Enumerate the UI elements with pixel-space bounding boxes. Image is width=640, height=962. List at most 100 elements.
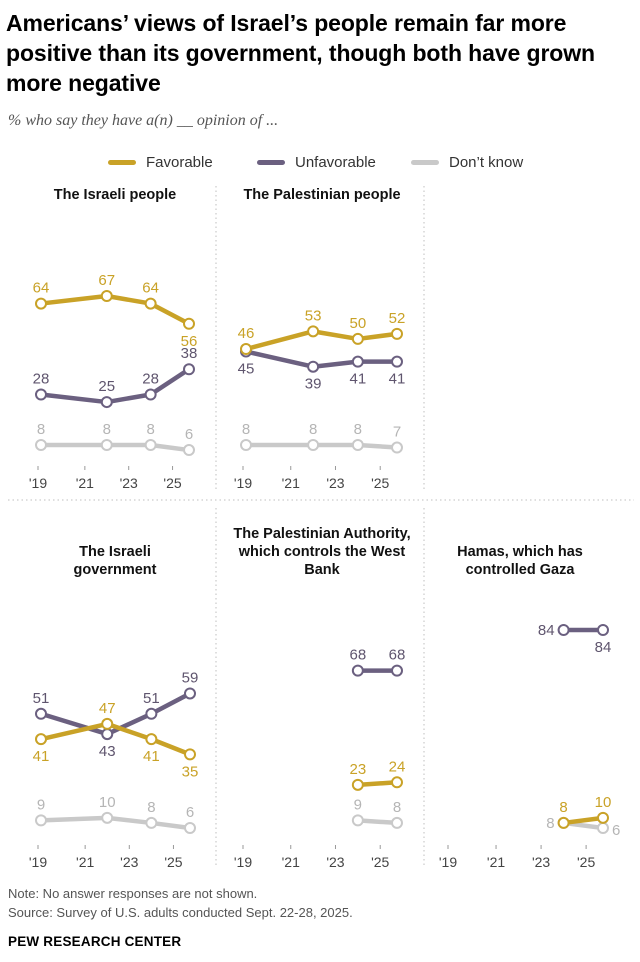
data-point-don-t-know bbox=[351, 439, 364, 451]
data-point-unfavorable bbox=[557, 624, 570, 636]
legend-label-unfavorable: Unfavorable bbox=[295, 153, 376, 171]
data-label-favorable: 24 bbox=[389, 758, 406, 775]
x-tick-label: '23 bbox=[120, 854, 138, 870]
data-label-favorable: 52 bbox=[389, 310, 406, 327]
data-point-don-t-know bbox=[240, 439, 252, 451]
data-point-unfavorable bbox=[391, 664, 403, 677]
series-line-don-t-know bbox=[243, 442, 400, 450]
x-tick-label: '25 bbox=[371, 854, 389, 870]
panel-the-israeli-government: '19 '21 '23 '25 9 10 8 6 51 43 51 59 41 47 41 35 bbox=[29, 669, 198, 870]
data-point-favorable bbox=[391, 327, 403, 340]
x-tick-label: '21 bbox=[487, 854, 505, 870]
data-label-don-t-know: 9 bbox=[354, 796, 362, 813]
x-tick-label: '19 bbox=[234, 854, 252, 870]
data-point-favorable bbox=[184, 748, 196, 761]
data-point-don-t-know bbox=[100, 439, 113, 451]
x-tick-label: '25 bbox=[577, 854, 595, 870]
data-label-unfavorable: 68 bbox=[350, 647, 367, 664]
data-point-unfavorable bbox=[101, 728, 114, 741]
panel-title-palestinian-people: The Palestinian people bbox=[243, 187, 401, 203]
data-label-don-t-know: 8 bbox=[147, 799, 155, 816]
x-tick-label: '23 bbox=[120, 475, 138, 491]
data-point-don-t-know bbox=[145, 816, 158, 829]
data-point-favorable bbox=[307, 325, 320, 338]
data-label-unfavorable: 51 bbox=[33, 690, 50, 707]
legend-swatch-unfavorable bbox=[257, 159, 285, 165]
data-point-favorable bbox=[35, 297, 47, 310]
data-point-favorable bbox=[351, 778, 364, 791]
legend: Favorable Unfavorable Don’t know bbox=[0, 150, 640, 174]
data-label-unfavorable: 39 bbox=[305, 376, 322, 393]
data-point-unfavorable bbox=[351, 355, 364, 368]
data-point-favorable bbox=[100, 290, 113, 302]
data-label-unfavorable: 38 bbox=[181, 345, 198, 362]
data-label-don-t-know: 8 bbox=[309, 421, 317, 438]
data-label-favorable: 35 bbox=[182, 763, 199, 780]
data-label-favorable: 10 bbox=[595, 794, 612, 811]
data-label-unfavorable: 25 bbox=[98, 378, 115, 395]
data-point-unfavorable bbox=[351, 664, 364, 677]
chart-title: Americans’ views of Israel’s people rema… bbox=[6, 10, 595, 96]
data-point-unfavorable bbox=[183, 363, 195, 376]
panel-dividers bbox=[8, 186, 634, 868]
data-point-don-t-know bbox=[35, 814, 47, 827]
x-tick-label: '23 bbox=[326, 854, 344, 870]
data-label-unfavorable: 84 bbox=[538, 622, 555, 639]
data-point-favorable bbox=[240, 343, 252, 356]
data-label-don-t-know: 8 bbox=[146, 421, 154, 438]
series-line-don-t-know bbox=[355, 818, 400, 826]
series-don-t-know: 8 8 8 7 bbox=[240, 421, 403, 454]
x-tick-label: '25 bbox=[371, 475, 389, 491]
series-line-unfavorable bbox=[243, 349, 400, 369]
series-unfavorable: 45 39 41 41 bbox=[238, 345, 405, 393]
data-label-don-t-know: 8 bbox=[546, 815, 554, 832]
series-favorable: 46 53 50 52 bbox=[238, 307, 406, 356]
data-label-unfavorable: 43 bbox=[99, 743, 116, 760]
data-label-favorable: 53 bbox=[305, 307, 322, 324]
data-label-favorable: 47 bbox=[99, 700, 116, 717]
data-point-don-t-know bbox=[183, 444, 195, 457]
legend-item-favorable: Favorable bbox=[108, 150, 213, 174]
data-label-don-t-know: 6 bbox=[185, 426, 193, 443]
data-point-favorable bbox=[101, 717, 114, 730]
chart-subtitle: % who say they have a(n) __ opinion of .… bbox=[8, 112, 279, 129]
x-tick-label: '23 bbox=[532, 854, 550, 870]
data-point-favorable bbox=[144, 297, 157, 310]
x-tick-label: '21 bbox=[76, 854, 94, 870]
data-label-favorable: 64 bbox=[142, 280, 159, 297]
data-point-unfavorable bbox=[391, 355, 403, 368]
data-label-favorable: 41 bbox=[33, 748, 50, 765]
series-unfavorable: 28 25 28 38 bbox=[33, 345, 198, 409]
series-unfavorable: 84 84 bbox=[538, 622, 611, 656]
data-point-don-t-know bbox=[184, 822, 196, 834]
data-label-don-t-know: 6 bbox=[186, 804, 194, 821]
data-point-don-t-know bbox=[101, 811, 114, 824]
panel-the-palestinian-people: '19 '21 '23 '25 8 8 8 7 45 39 41 41 46 53 50 52 bbox=[234, 307, 405, 491]
data-point-favorable bbox=[597, 811, 609, 824]
data-label-unfavorable: 59 bbox=[182, 669, 199, 686]
data-label-don-t-know: 8 bbox=[354, 421, 362, 438]
series-line-favorable bbox=[355, 780, 400, 788]
series-line-unfavorable bbox=[38, 691, 193, 737]
data-label-don-t-know: 8 bbox=[103, 421, 111, 438]
data-point-favorable bbox=[557, 816, 570, 829]
series-line-favorable bbox=[38, 293, 192, 327]
data-label-unfavorable: 84 bbox=[595, 639, 612, 656]
legend-item-unfavorable: Unfavorable bbox=[257, 150, 376, 174]
data-point-unfavorable bbox=[100, 396, 113, 409]
data-point-unfavorable bbox=[35, 707, 47, 720]
legend-swatch-favorable bbox=[108, 159, 136, 165]
data-label-unfavorable: 51 bbox=[143, 690, 160, 707]
x-tick-label: '19 bbox=[439, 854, 457, 870]
series-favorable: 23 24 bbox=[350, 758, 406, 791]
series-favorable: 64 67 64 56 bbox=[33, 272, 198, 350]
x-tick-label: '25 bbox=[164, 854, 182, 870]
data-point-don-t-know bbox=[597, 822, 609, 834]
x-tick-label: '23 bbox=[326, 475, 344, 491]
data-point-unfavorable bbox=[184, 687, 196, 700]
data-label-don-t-know: 7 bbox=[393, 424, 401, 441]
series-don-t-know: 9 10 8 6 bbox=[35, 794, 196, 834]
series-line-don-t-know bbox=[38, 815, 193, 831]
